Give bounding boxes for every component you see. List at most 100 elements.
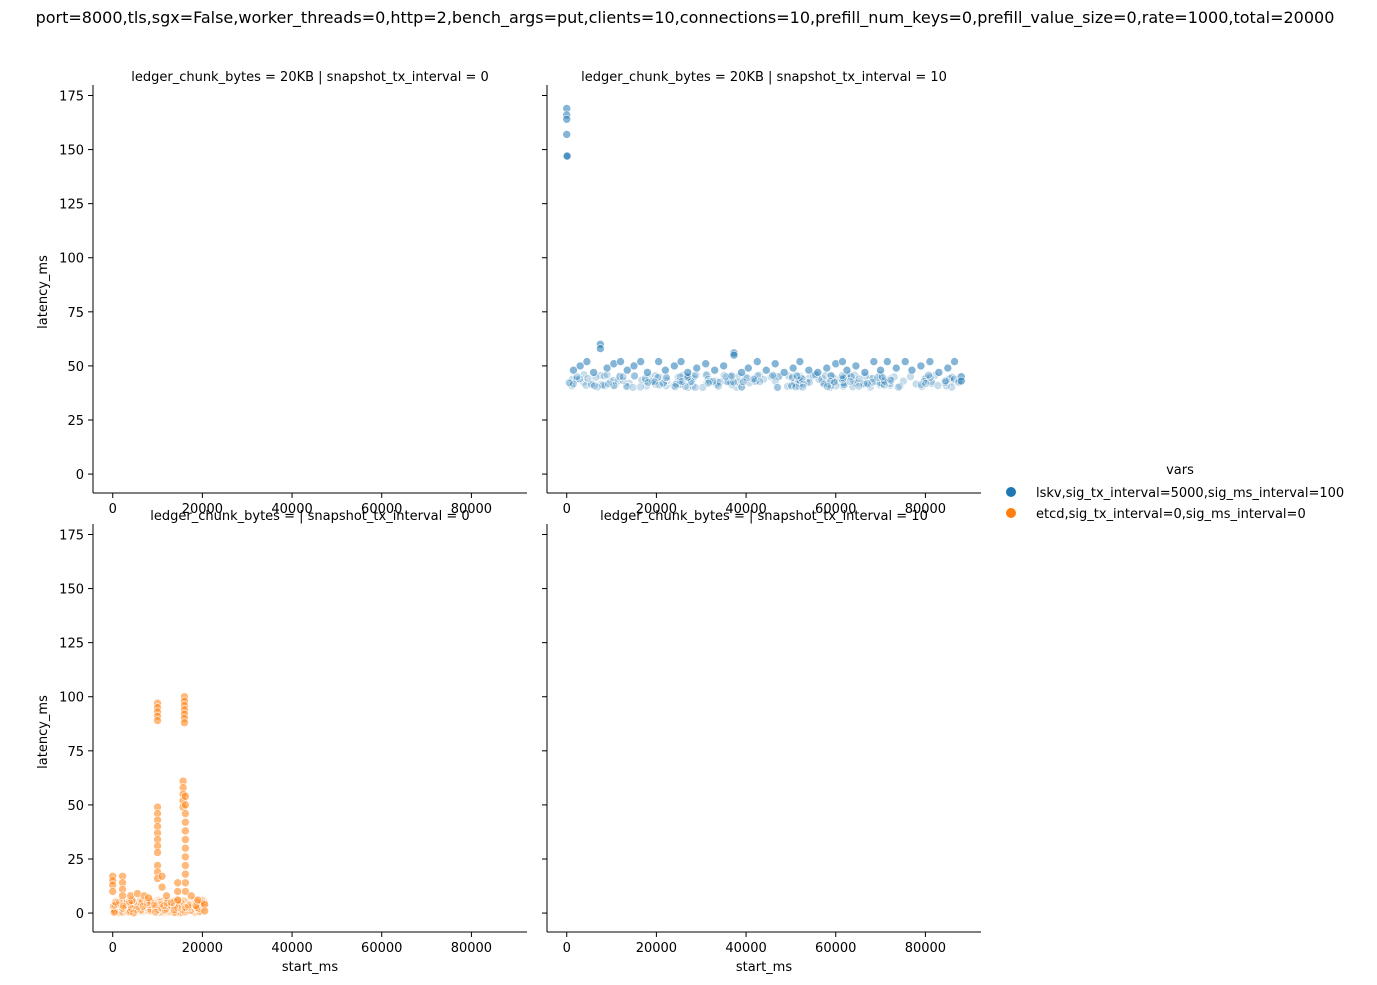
y-tick-label: 100 — [59, 691, 84, 706]
scatter-point — [899, 376, 908, 386]
scatter-point — [719, 361, 728, 371]
axes: 0 25 50 75 100 125 150 175 0 20000 40000 60000 80000 — [59, 85, 527, 517]
scatter-point — [943, 363, 953, 373]
scatter-point — [129, 908, 138, 918]
scatter-point — [708, 377, 718, 386]
scatter-point — [181, 852, 190, 862]
scatter-point — [710, 365, 719, 375]
scatter-point — [151, 907, 160, 917]
scatter-point — [804, 365, 814, 375]
scatter-point — [940, 376, 950, 386]
scatter-point — [701, 359, 711, 369]
facet-panel-2: ledger_chunk_bytes = 20KB | snapshot_tx_… — [542, 70, 981, 517]
scatter-point — [181, 843, 190, 853]
scatter-point — [727, 371, 737, 381]
y-tick-label: 125 — [59, 637, 84, 652]
y-tick-label: 150 — [59, 583, 84, 598]
scatter-point — [643, 368, 652, 377]
scatter-point — [200, 906, 209, 916]
scatter-point — [615, 372, 624, 381]
scatter-point — [788, 363, 798, 373]
scatter-point — [650, 377, 659, 387]
scatter-point — [752, 357, 762, 366]
scatter-point — [569, 365, 578, 375]
scatter-point — [779, 368, 789, 377]
scatter-point — [654, 357, 663, 366]
scatter-point — [769, 371, 779, 381]
scatter-point — [581, 381, 591, 390]
axes: 0 25 50 75 100 125 150 175 0 20000 40000 60000 80000 — [59, 524, 527, 956]
scatter-point — [863, 379, 872, 388]
scatter-point — [162, 891, 171, 901]
scatter-point — [925, 357, 935, 366]
scatter-point — [169, 905, 179, 915]
x-axis-label: start_ms — [736, 960, 792, 975]
x-tick-label: 0 — [563, 941, 571, 956]
x-tick-label: 20000 — [182, 502, 223, 517]
scatter-point — [838, 357, 847, 366]
scatter-point — [618, 372, 628, 382]
scatter-point — [826, 371, 836, 380]
x-tick-label: 0 — [109, 502, 117, 517]
scatter-point — [596, 371, 606, 380]
scatter-point — [891, 363, 901, 373]
scatter-point — [670, 382, 680, 391]
scatter-point — [622, 365, 632, 375]
figure-suptitle: port=8000,tls,sgx=False,worker_threads=0… — [36, 8, 1335, 28]
scatter-point — [636, 382, 645, 392]
x-tick-label: 80000 — [451, 941, 492, 956]
scatter-point — [907, 365, 917, 375]
scatter-point — [676, 372, 685, 382]
scatter-point — [596, 344, 605, 353]
scatter-point — [575, 361, 585, 371]
scatter-point — [186, 891, 196, 901]
scatter-point — [947, 382, 956, 392]
scatter-point — [181, 861, 190, 870]
scatter-point — [934, 368, 944, 377]
y-axis-label: latency_ms — [36, 255, 51, 329]
scatter-point — [173, 878, 183, 888]
scatter-point — [880, 376, 889, 386]
scatter-point — [153, 848, 162, 857]
scatter-point — [744, 363, 753, 373]
scatter-point — [628, 383, 638, 392]
scatter-point — [609, 376, 618, 385]
y-tick-label: 75 — [67, 306, 84, 321]
scatter-point — [629, 361, 639, 371]
y-tick-label: 0 — [76, 468, 84, 483]
x-tick-label: 60000 — [361, 941, 402, 956]
scatter-point — [654, 380, 664, 390]
y-tick-label: 175 — [59, 89, 84, 104]
axes: 0 20000 40000 60000 80000 — [542, 85, 981, 517]
scatter-point — [180, 903, 190, 912]
scatter-point — [799, 379, 808, 389]
scatter-point — [795, 357, 805, 366]
scatter-point — [860, 368, 870, 377]
scatter-point — [119, 901, 128, 911]
axes: 0 20000 40000 60000 80000 — [542, 524, 981, 956]
scatter-point — [873, 373, 882, 382]
scatter-point — [681, 382, 690, 391]
scatter-point — [683, 368, 693, 377]
scatter-point — [916, 361, 926, 371]
scatter-point — [950, 357, 959, 366]
scatter-point — [181, 835, 190, 844]
scatter-point — [854, 374, 864, 384]
scatter-point — [153, 716, 162, 725]
y-tick-label: 50 — [67, 799, 84, 814]
scatter-point — [823, 382, 832, 391]
scatter-point — [770, 359, 780, 369]
scatter-point — [564, 378, 574, 387]
x-tick-label: 20000 — [636, 502, 677, 517]
scatter-point — [582, 357, 592, 366]
scatter-point — [150, 900, 159, 910]
y-tick-label: 125 — [59, 198, 84, 213]
scatter-point — [181, 817, 190, 827]
scatter-point — [643, 378, 653, 387]
scatter-point — [661, 373, 671, 382]
scatter-point — [653, 373, 663, 382]
scatter-point — [886, 375, 896, 385]
scatter-point — [610, 381, 620, 391]
scatter-point — [893, 383, 903, 392]
